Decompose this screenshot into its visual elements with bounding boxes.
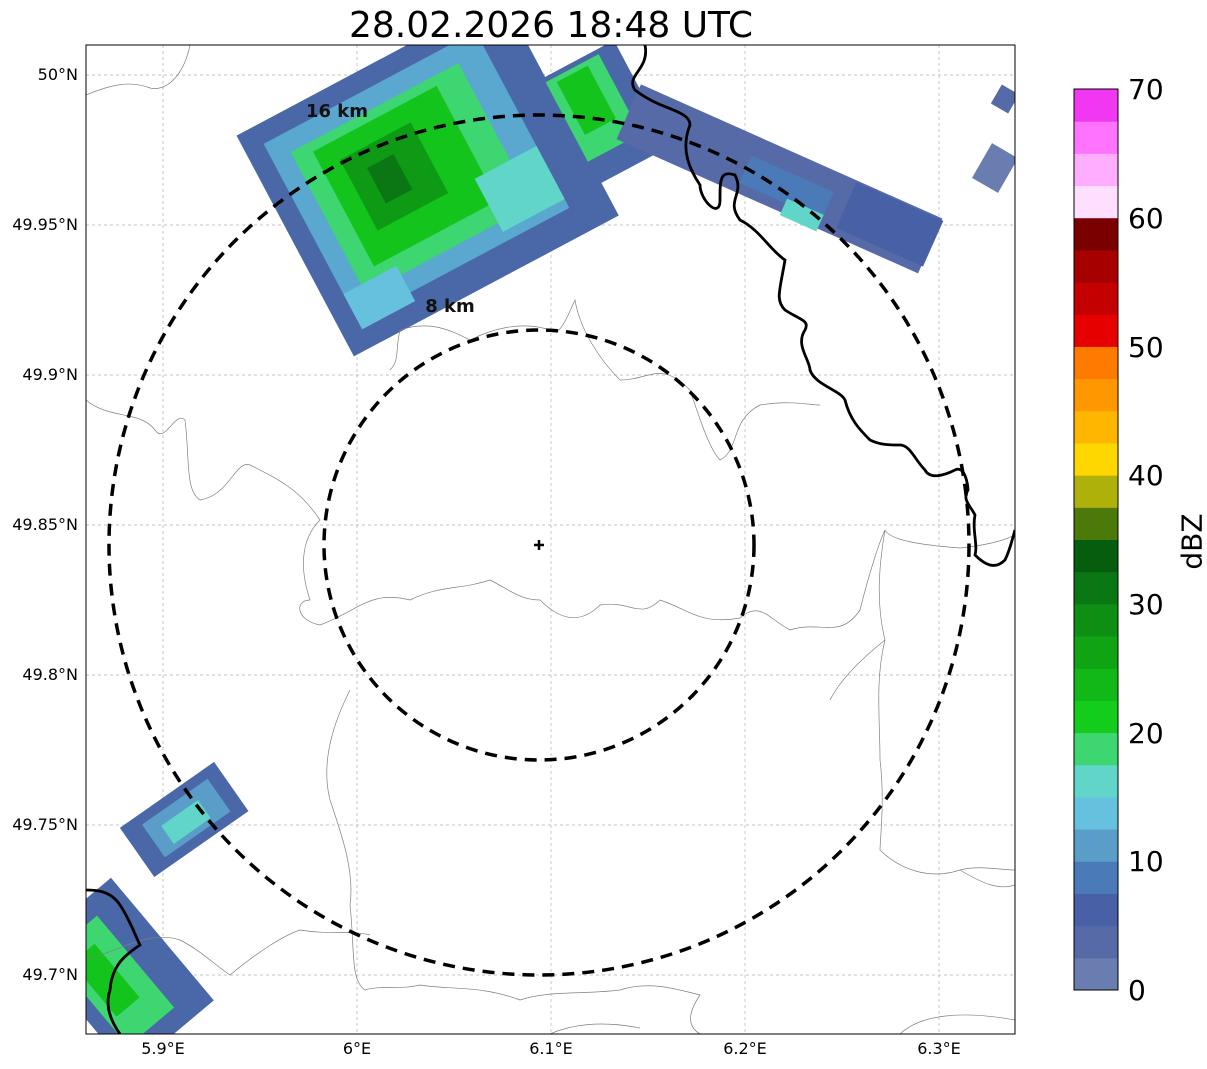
colorbar-segment	[1074, 764, 1118, 798]
range-rings	[107, 113, 971, 977]
map-title: 28.02.2026 18:48 UTC	[348, 5, 754, 46]
colorbar-tick-label: 0	[1128, 974, 1146, 1007]
reflectivity-echoes	[86, 45, 1015, 1034]
colorbar-segment	[1074, 829, 1118, 862]
colorbar-segment	[1074, 217, 1118, 251]
colorbar-segment	[1074, 314, 1118, 347]
colorbar-segment	[1074, 185, 1118, 219]
x-tick-label: 6°E	[342, 1039, 372, 1058]
colorbar-segment	[1074, 153, 1118, 187]
colorbar-tick-label: 20	[1128, 717, 1164, 750]
x-tick-label: 5.9°E	[141, 1039, 185, 1058]
colorbar-segment	[1074, 700, 1118, 734]
plot-frame	[85, 44, 1016, 1035]
colorbar-segment	[1074, 346, 1118, 380]
y-tick-label: 49.7°N	[22, 965, 78, 984]
y-tick-label: 49.9°N	[22, 365, 78, 384]
colorbar-frame	[1073, 88, 1119, 991]
radar-site-marker	[534, 540, 544, 550]
colorbar-label: dBZ	[1175, 513, 1207, 570]
colorbar-segment	[1074, 282, 1118, 315]
colorbar-tick-label: 40	[1128, 459, 1164, 492]
colorbar-segment	[1074, 249, 1118, 283]
colorbar-tick-label: 50	[1128, 331, 1164, 364]
colorbar-segment	[1074, 410, 1118, 444]
colorbar-segment	[1074, 475, 1118, 508]
colorbar-segment	[1074, 893, 1118, 927]
colorbar-segment	[1074, 442, 1118, 476]
national-border	[86, 45, 1015, 1034]
y-tick-label: 49.75°N	[12, 815, 78, 834]
range-label-inner: 8 km	[425, 296, 475, 317]
colorbar-segment	[1074, 571, 1118, 605]
y-tick-label: 49.95°N	[12, 215, 78, 234]
y-tick-label: 49.85°N	[12, 515, 78, 534]
colorbar-segment	[1074, 121, 1118, 154]
colorbar-segment	[1074, 732, 1118, 766]
colorbar-segment	[1074, 796, 1118, 830]
admin-boundaries	[86, 45, 1015, 1034]
colorbar-segment	[1074, 925, 1118, 959]
colorbar-tick-label: 60	[1128, 202, 1164, 235]
x-tick-label: 6.3°E	[917, 1039, 961, 1058]
colorbar-tick-label: 30	[1128, 588, 1164, 621]
colorbar-segment	[1074, 636, 1118, 669]
colorbar-tick-label: 70	[1128, 73, 1164, 106]
colorbar-segment	[1074, 861, 1118, 894]
range-ring-8km	[322, 328, 756, 762]
colorbar-segment	[1074, 89, 1118, 122]
colorbar-segment	[1074, 603, 1118, 637]
y-tick-label: 50°N	[37, 65, 78, 84]
colorbar	[1074, 89, 1118, 991]
colorbar-tick-label: 10	[1128, 845, 1164, 878]
colorbar-segment	[1074, 378, 1118, 412]
x-tick-label: 6.1°E	[529, 1039, 573, 1058]
y-tick-label: 49.8°N	[22, 665, 78, 684]
colorbar-segment	[1074, 507, 1118, 540]
x-tick-label: 6.2°E	[723, 1039, 767, 1058]
range-ring-16km	[107, 113, 971, 977]
colorbar-segment	[1074, 539, 1118, 573]
colorbar-segment	[1074, 957, 1118, 991]
colorbar-segment	[1074, 668, 1118, 701]
range-label-outer: 16 km	[306, 101, 368, 122]
